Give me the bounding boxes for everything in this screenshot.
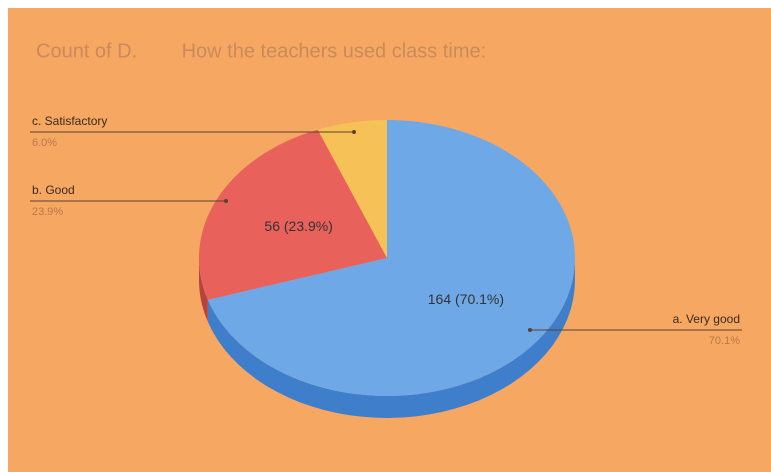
legend-label: c. Satisfactory: [32, 114, 107, 128]
chart-title: Count of D. How the teachers used class …: [36, 40, 486, 62]
slice-side: [207, 258, 576, 418]
legend-label: b. Good: [32, 183, 75, 197]
leader-dot: [224, 199, 228, 203]
slice-side: [199, 258, 208, 322]
value-label: 23.9%: [32, 206, 63, 218]
legend-label: a. Very good: [673, 312, 740, 326]
value-label: 6.0%: [32, 137, 57, 149]
leader-dot: [528, 328, 532, 332]
leader-dot: [352, 130, 356, 134]
slice: [207, 120, 575, 396]
slice-label: 56 (23.9%): [264, 218, 332, 234]
slice: [317, 120, 387, 258]
slice: [199, 129, 387, 300]
value-label: 70.1%: [709, 335, 740, 347]
slice-label: 164 (70.1%): [428, 291, 504, 307]
